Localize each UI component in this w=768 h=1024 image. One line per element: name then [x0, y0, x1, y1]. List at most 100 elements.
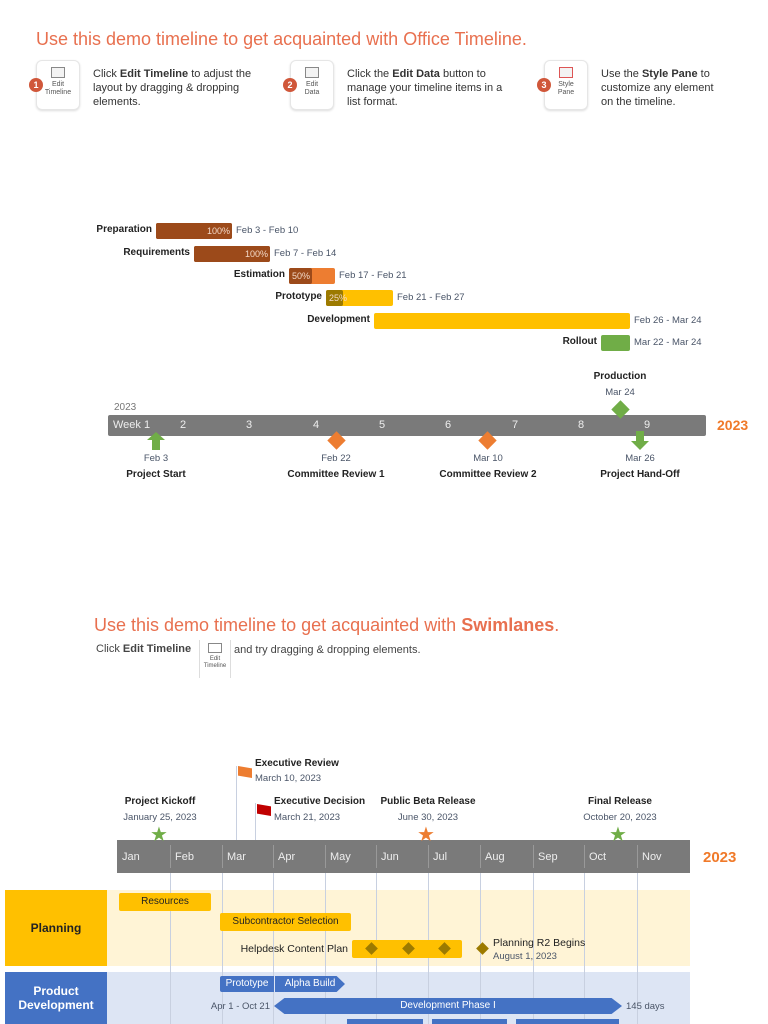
week-axis	[108, 415, 706, 436]
edit-data-button[interactable]: Edit Data	[290, 60, 334, 110]
milestone-title[interactable]: Production	[593, 371, 647, 382]
milestone-title[interactable]: Committee Review 1	[287, 469, 385, 480]
icon-label: Data	[304, 89, 320, 96]
star-icon[interactable]: ★	[609, 824, 627, 846]
step-text: Click Edit Timeline to adjust the layout…	[93, 68, 252, 108]
task-label: Estimation	[233, 269, 285, 280]
milestone-date: March 10, 2023	[255, 773, 322, 784]
week-label: 8	[578, 419, 585, 431]
task-bar[interactable]: Alpha Build	[275, 976, 345, 992]
task-bar[interactable]: 100%	[156, 223, 232, 239]
step-number: 2	[283, 78, 297, 92]
month-separator	[222, 845, 223, 868]
milestone-date: March 21, 2023	[274, 812, 341, 823]
task-bar[interactable]	[432, 1019, 507, 1024]
milestone-date: Mar 24	[605, 387, 635, 398]
milestone-title[interactable]: Executive Decision	[274, 796, 366, 807]
milestone-title[interactable]: Committee Review 2	[439, 469, 537, 480]
flag-icon[interactable]	[257, 804, 271, 816]
task-bar[interactable]: 50%	[289, 268, 335, 284]
month-separator	[637, 845, 638, 868]
task-dates: Apr 1 - Oct 21	[210, 1001, 270, 1012]
month-separator	[533, 845, 534, 868]
gridline	[584, 873, 585, 1024]
month-axis	[117, 840, 690, 873]
arrow-down-stem	[636, 431, 644, 441]
milestone-title[interactable]: Project Start	[126, 469, 186, 480]
week-label: Week 1	[113, 419, 151, 431]
milestone-title[interactable]: Public Beta Release	[380, 796, 476, 807]
progress-fill	[326, 290, 343, 306]
task-bar[interactable]	[516, 1019, 619, 1024]
month-label: Oct	[589, 851, 607, 863]
month-label: Nov	[642, 851, 662, 863]
lane-header-product-development[interactable]: Product Development	[5, 972, 107, 1024]
month-label: Apr	[278, 851, 296, 863]
month-label: Jul	[433, 851, 448, 863]
gridline	[170, 873, 171, 1024]
task-bar[interactable]: Resources	[119, 893, 211, 911]
month-label: Jun	[381, 851, 399, 863]
percent-label: 50%	[292, 271, 311, 281]
milestone-title[interactable]: Final Release	[588, 796, 652, 807]
task-label: Requirements	[123, 247, 190, 258]
edit-timeline-button[interactable]: Edit Timeline	[36, 60, 80, 110]
star-icon[interactable]: ★	[150, 824, 168, 846]
task-label: Development	[307, 314, 370, 325]
intro-title: Use this demo timeline to get acquainted…	[36, 29, 527, 49]
task-bar[interactable]: 25%	[326, 290, 393, 306]
week-label: 2	[180, 419, 187, 431]
icon-label: Edit	[305, 81, 319, 88]
milestone-date: August 1, 2023	[493, 951, 557, 962]
milestone-date: January 25, 2023	[123, 812, 197, 823]
task-dates: Feb 7 - Feb 14	[274, 248, 337, 259]
task-bar[interactable]: 100%	[194, 246, 270, 262]
icon-label: Pane	[557, 89, 575, 96]
flag-pole	[255, 803, 256, 840]
task-bar[interactable]	[347, 1019, 423, 1024]
month-label: Mar	[227, 851, 246, 863]
task-label: Preparation	[96, 224, 152, 235]
arrow-up-icon	[147, 432, 165, 440]
swimlanes-title: Use this demo timeline to get acquainted…	[94, 615, 560, 635]
month-separator	[480, 845, 481, 868]
week-label: 3	[246, 419, 253, 431]
flag-icon[interactable]	[238, 766, 252, 778]
progress-fill	[156, 223, 232, 239]
progress-fill	[289, 268, 312, 284]
week-label: 6	[445, 419, 452, 431]
task-dates: Feb 17 - Feb 21	[339, 270, 407, 281]
task-label: Helpdesk Content Plan	[240, 943, 348, 955]
week-label: 9	[644, 419, 651, 431]
edit-timeline-icon	[51, 67, 65, 78]
percent-label: 25%	[329, 293, 348, 303]
edit-data-icon	[305, 67, 319, 78]
year-right: 2023	[703, 849, 737, 866]
milestone-title[interactable]: Project Kickoff	[124, 796, 196, 807]
milestone-date: Feb 22	[321, 453, 351, 464]
milestone-date: Feb 3	[143, 453, 169, 464]
milestone-title[interactable]: Planning R2 Begins	[493, 937, 586, 949]
year-label: 2023	[114, 402, 137, 413]
swim-after-text: and try dragging & dropping elements.	[234, 644, 421, 656]
arrow-up-stem	[152, 440, 160, 450]
task-bar[interactable]: Development Phase I	[274, 998, 622, 1014]
milestone-date: October 20, 2023	[583, 812, 657, 823]
star-icon[interactable]: ★	[417, 824, 435, 846]
gridline	[222, 873, 223, 1024]
task-bar[interactable]	[374, 313, 630, 329]
milestone-title[interactable]: Project Hand-Off	[600, 469, 680, 480]
edit-timeline-button[interactable]: Edit Timeline	[199, 640, 231, 678]
month-label: Feb	[175, 851, 194, 863]
task-label: Rollout	[562, 336, 597, 347]
task-bar[interactable]: Subcontractor Selection	[220, 913, 351, 931]
flag-pole	[236, 766, 237, 840]
lane-header-planning[interactable]: Planning	[5, 890, 107, 966]
milestone-title[interactable]: Executive Review	[255, 758, 339, 769]
swim-click-text: Click Edit Timeline	[96, 643, 192, 655]
task-bar[interactable]: Prototype	[220, 976, 274, 992]
week-label: 7	[512, 419, 519, 431]
task-label: Prototype	[275, 291, 322, 302]
icon-label: Timeline	[44, 89, 72, 96]
task-bar[interactable]	[601, 335, 630, 351]
